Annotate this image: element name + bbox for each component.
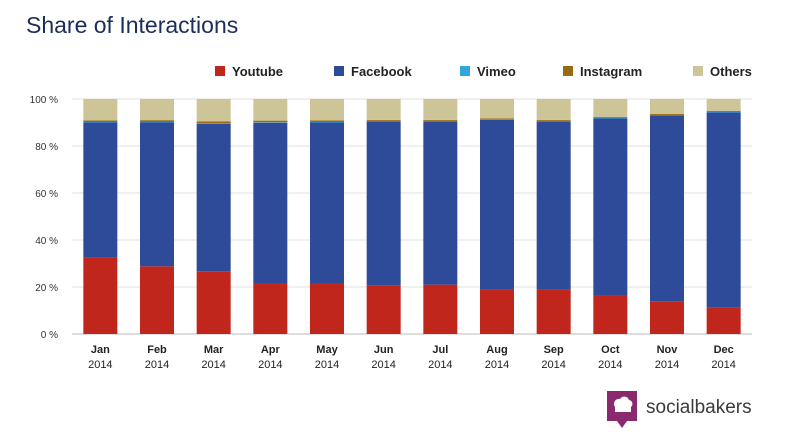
bar-instagram-jun[interactable]: [366, 119, 401, 121]
x-tick-year: 2014: [88, 359, 112, 371]
x-tick-month: Feb: [147, 344, 167, 356]
bar-youtube-mar[interactable]: [196, 271, 231, 334]
legend-swatch-facebook: [334, 66, 344, 76]
bar-facebook-aug[interactable]: [480, 119, 514, 290]
bar-facebook-mar[interactable]: [196, 123, 231, 272]
bar-facebook-dec[interactable]: [706, 112, 741, 308]
bar-instagram-feb[interactable]: [140, 120, 174, 123]
bar-instagram-aug[interactable]: [480, 118, 514, 120]
x-axis-labels: Jan 2014 Feb 2014 Mar 2014 Apr 2014 May 2014 Jun 20…: [88, 344, 736, 371]
x-tick-month: Sep: [544, 344, 564, 356]
x-tick-year: 2014: [258, 359, 282, 371]
bar-instagram-sep[interactable]: [536, 119, 571, 121]
bar-facebook-sep[interactable]: [536, 121, 571, 290]
x-tick-month: Apr: [261, 344, 281, 356]
bar-others-nov[interactable]: [650, 99, 684, 115]
x-tick-year: 2014: [201, 359, 225, 371]
chef-hat-icon: [613, 396, 633, 412]
bar-instagram-oct[interactable]: [593, 117, 628, 119]
legend-swatch-instagram: [563, 66, 573, 76]
legend-swatch-others: [693, 66, 703, 76]
legend-swatch-youtube: [215, 66, 225, 76]
bar-instagram-jan[interactable]: [83, 120, 118, 123]
bar-facebook-oct[interactable]: [593, 118, 628, 296]
legend-label-youtube[interactable]: Youtube: [232, 64, 283, 79]
bar-others-dec[interactable]: [706, 99, 741, 111]
bar-youtube-sep[interactable]: [536, 289, 571, 334]
x-tick-year: 2014: [598, 359, 622, 371]
bar-others-may[interactable]: [310, 99, 344, 121]
legend-label-others[interactable]: Others: [710, 64, 752, 79]
bar-youtube-apr[interactable]: [253, 283, 288, 334]
x-tick-month: Jan: [91, 344, 110, 356]
bar-others-mar[interactable]: [196, 99, 231, 122]
brand-logo-pointer-icon: [617, 421, 627, 428]
brand-logo: socialbakers: [607, 391, 752, 428]
bar-facebook-jan[interactable]: [83, 122, 118, 258]
bar-youtube-jun[interactable]: [366, 285, 401, 334]
bar-facebook-nov[interactable]: [650, 115, 684, 302]
bar-instagram-jul[interactable]: [423, 119, 458, 121]
legend-label-instagram[interactable]: Instagram: [580, 64, 642, 79]
bar-others-apr[interactable]: [253, 99, 288, 121]
x-tick-month: Oct: [601, 344, 620, 356]
bar-youtube-nov[interactable]: [650, 301, 684, 334]
x-tick-month: Nov: [657, 344, 679, 356]
y-tick-label: 80 %: [35, 142, 58, 153]
y-axis-ticks: 0 % 20 % 40 % 60 % 80 % 100 %: [30, 95, 58, 341]
brand-name: socialbakers: [646, 397, 752, 418]
bar-facebook-apr[interactable]: [253, 122, 288, 284]
x-tick-year: 2014: [541, 359, 565, 371]
x-tick-month: May: [316, 344, 338, 356]
bar-others-feb[interactable]: [140, 99, 174, 121]
bar-instagram-nov[interactable]: [650, 114, 684, 115]
bar-facebook-feb[interactable]: [140, 122, 174, 267]
bar-youtube-feb[interactable]: [140, 266, 174, 334]
bars: [83, 99, 741, 334]
bar-others-jun[interactable]: [366, 99, 401, 120]
bar-facebook-jun[interactable]: [366, 121, 401, 286]
x-tick-month: Jul: [432, 344, 448, 356]
legend-swatch-vimeo: [460, 66, 470, 76]
bar-others-jul[interactable]: [423, 99, 458, 120]
x-tick-year: 2014: [371, 359, 395, 371]
x-tick-year: 2014: [145, 359, 169, 371]
x-tick-month: Jun: [374, 344, 394, 356]
y-tick-label: 20 %: [35, 283, 58, 294]
x-tick-year: 2014: [655, 359, 679, 371]
bar-youtube-aug[interactable]: [480, 289, 514, 334]
bar-instagram-mar[interactable]: [196, 121, 231, 124]
bar-youtube-jan[interactable]: [83, 257, 118, 334]
y-tick-label: 100 %: [30, 95, 58, 106]
bar-youtube-oct[interactable]: [593, 295, 628, 334]
legend: Youtube Facebook Vimeo Instagram Others: [215, 64, 752, 79]
chart-title: Share of Interactions: [26, 12, 239, 38]
bar-youtube-may[interactable]: [310, 283, 344, 334]
bar-others-aug[interactable]: [480, 99, 514, 119]
bar-instagram-dec[interactable]: [706, 110, 741, 112]
bar-instagram-may[interactable]: [310, 120, 344, 123]
bar-instagram-apr[interactable]: [253, 120, 288, 123]
x-tick-year: 2014: [428, 359, 452, 371]
y-tick-label: 0 %: [41, 330, 58, 341]
bar-others-oct[interactable]: [593, 99, 628, 118]
bar-others-sep[interactable]: [536, 99, 571, 120]
bar-facebook-may[interactable]: [310, 122, 344, 284]
y-tick-label: 40 %: [35, 236, 58, 247]
bar-youtube-dec[interactable]: [706, 307, 741, 334]
bar-facebook-jul[interactable]: [423, 121, 458, 285]
x-tick-month: Dec: [714, 344, 734, 356]
bar-youtube-jul[interactable]: [423, 284, 458, 334]
x-tick-year: 2014: [711, 359, 735, 371]
x-tick-year: 2014: [315, 359, 339, 371]
bar-others-jan[interactable]: [83, 99, 118, 121]
legend-label-facebook[interactable]: Facebook: [351, 64, 412, 79]
gridlines: [72, 98, 752, 335]
x-tick-month: Aug: [486, 344, 507, 356]
x-tick-year: 2014: [485, 359, 509, 371]
y-tick-label: 60 %: [35, 189, 58, 200]
x-tick-month: Mar: [204, 344, 224, 356]
legend-label-vimeo[interactable]: Vimeo: [477, 64, 516, 79]
